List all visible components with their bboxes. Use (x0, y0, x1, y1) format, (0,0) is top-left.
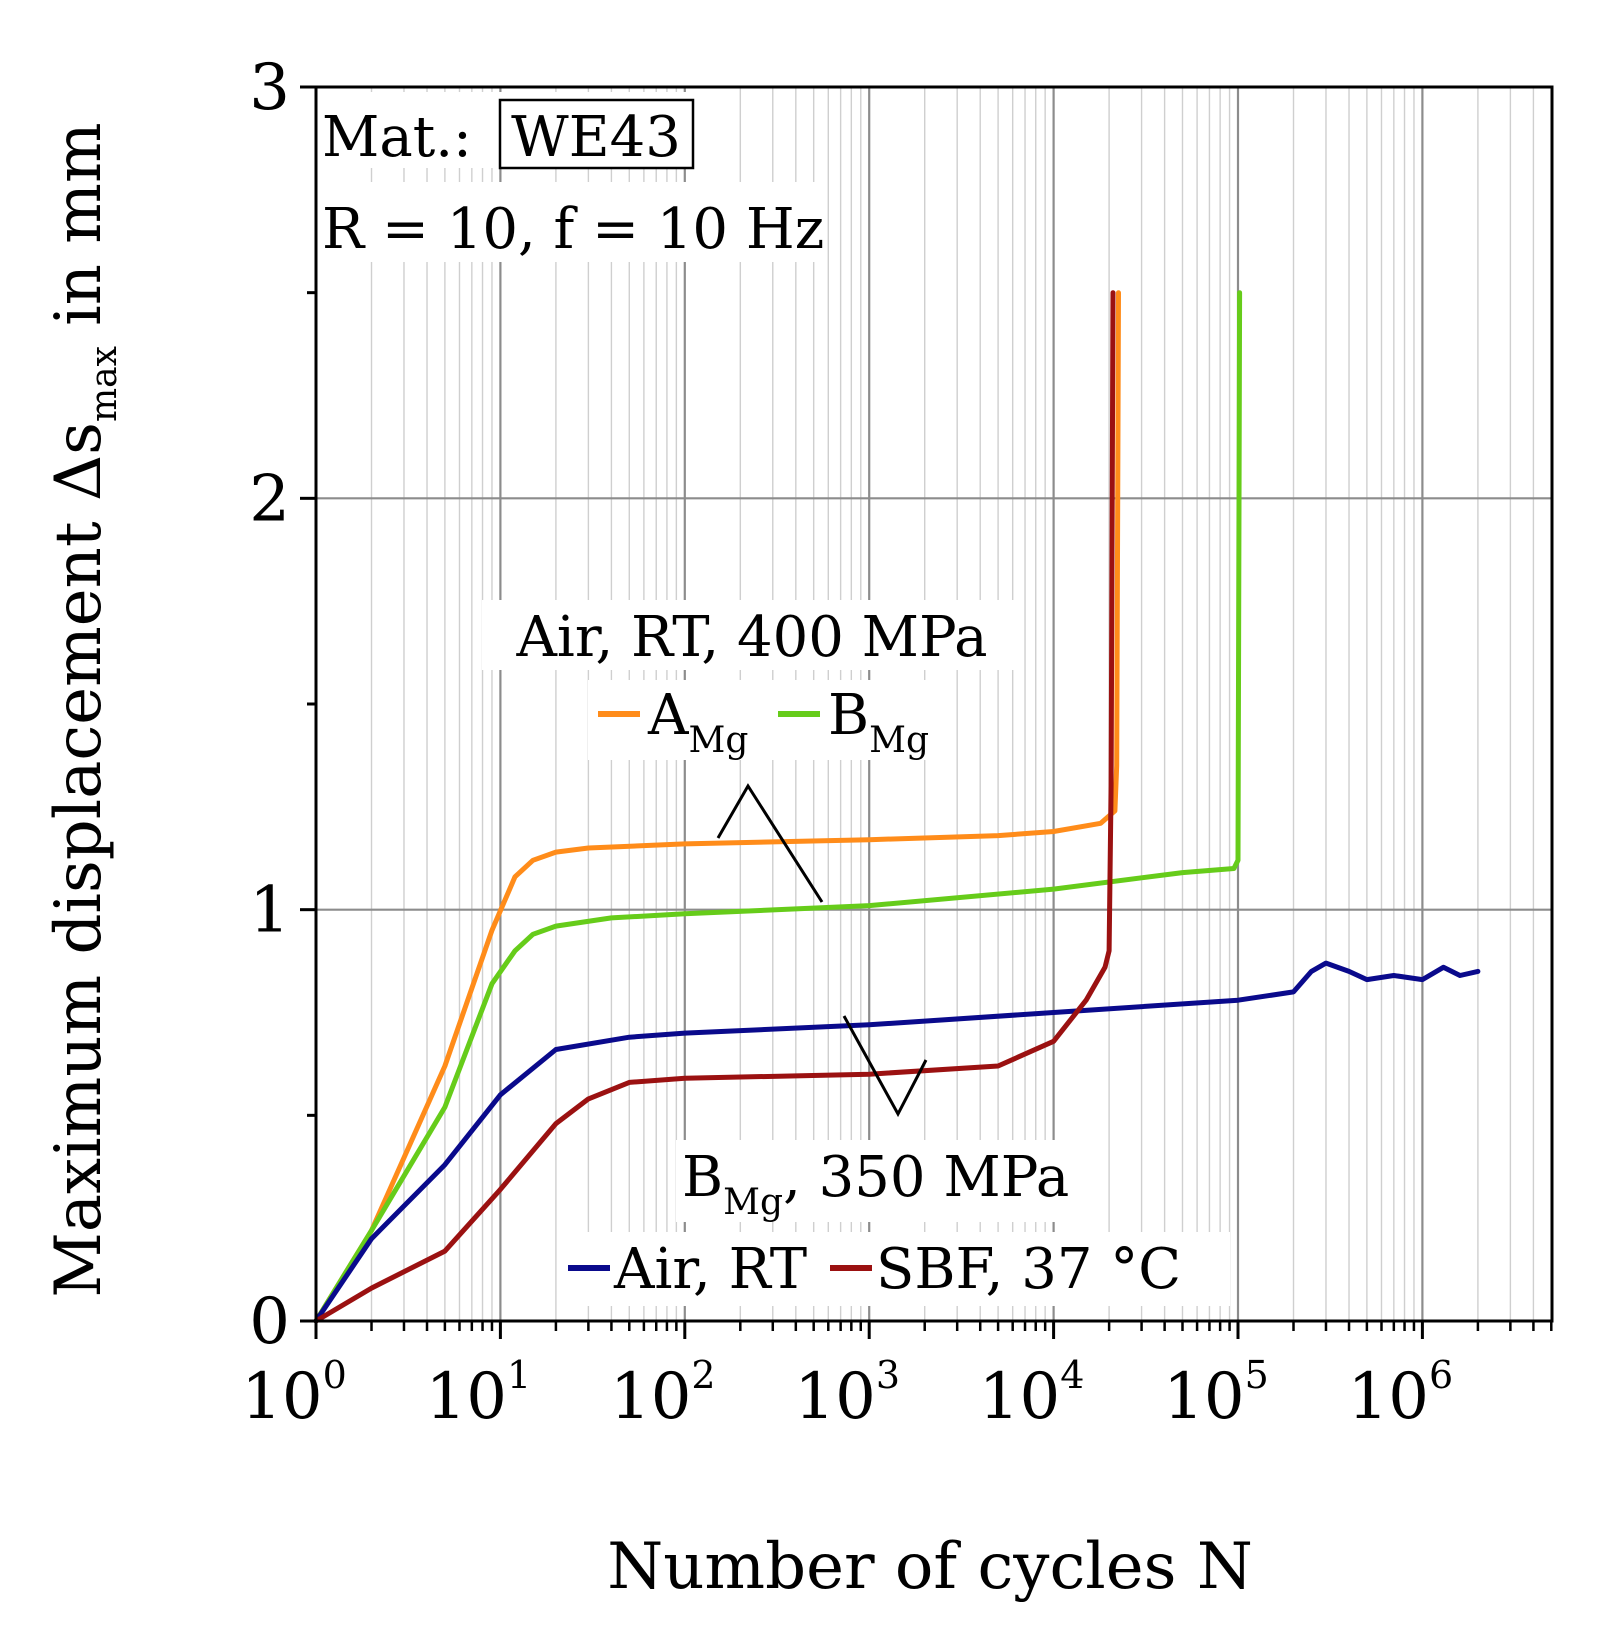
y-tick-label: 2 (249, 462, 290, 536)
legend-b-label: BMg (828, 683, 929, 761)
series-line-0 (313, 290, 1121, 1324)
material-label: Mat.: (322, 105, 472, 170)
x-tick-label: 101 (426, 1353, 532, 1434)
x-tick-label: 103 (794, 1353, 900, 1434)
y-tick-label: 1 (249, 874, 290, 948)
series-line-3 (313, 290, 1116, 1324)
x-axis-title: Number of cycles N (607, 1530, 1253, 1604)
condition-bg (318, 182, 823, 262)
condition-text: R = 10, f = 10 Hz (322, 197, 824, 262)
y-tick-label: 3 (249, 51, 290, 125)
group-350-label: BMg, 350 MPa (682, 1145, 1069, 1223)
group-400-label: Air, RT, 400 MPa (515, 605, 987, 670)
x-tick-label: 104 (979, 1353, 1085, 1434)
x-tick-label: 105 (1163, 1353, 1269, 1434)
legend-a-label: AMg (647, 683, 748, 761)
legend-sbf-label: SBF, 37 °C (876, 1237, 1181, 1302)
tick-labels: 0 1 2 3 100 101 102 103 104 105 106 (241, 51, 1453, 1434)
y-axis-title: Maximum displacement Δsmax in mm (42, 122, 125, 1297)
material-box (498, 98, 695, 170)
legend-350-bg (560, 1232, 1230, 1306)
y-tick-label: 0 (249, 1285, 290, 1359)
x-tick-label: 102 (610, 1353, 716, 1434)
x-tick-label: 100 (241, 1353, 347, 1434)
group-350-pointer (842, 1015, 928, 1118)
series-layer (313, 290, 1481, 1324)
material-value: WE43 (511, 105, 681, 170)
group-400-pointer (716, 783, 824, 903)
axes (300, 85, 1554, 1339)
legend-air-label: Air, RT (613, 1237, 807, 1302)
legend-400-bg (588, 680, 948, 760)
series-line-2 (313, 960, 1481, 1324)
series-line-1 (313, 290, 1243, 1324)
group-400-bg (482, 600, 1022, 670)
group-350-bg (676, 1140, 1096, 1222)
x-tick-label: 106 (1348, 1353, 1454, 1434)
